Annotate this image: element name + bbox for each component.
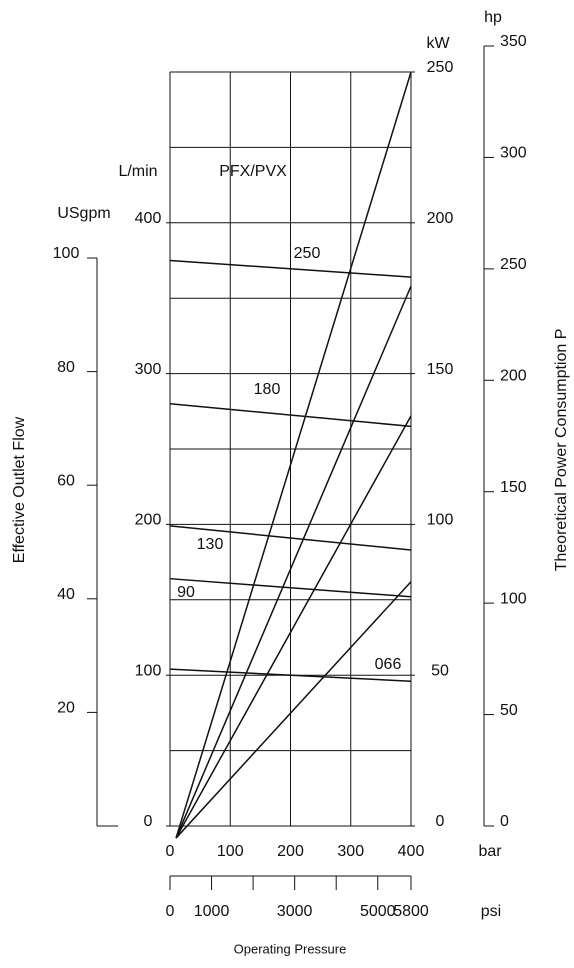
y-tick-label: 400 <box>135 210 162 227</box>
y3-tick-label: 300 <box>500 145 527 162</box>
data-line <box>169 403 412 428</box>
y3-tick-label: 250 <box>500 256 527 273</box>
y2-unit: kW <box>426 35 450 52</box>
y3-tick-label: 350 <box>500 33 527 50</box>
x-tick-label: 300 <box>337 843 364 860</box>
series-label: 250 <box>294 245 321 262</box>
y-tick-label: 0 <box>144 813 153 830</box>
y2-tick-label: 200 <box>427 210 454 227</box>
y2-tick-label: 250 <box>427 59 454 76</box>
x2-tick-label: 0 <box>166 903 175 920</box>
y4-tick-label: 80 <box>57 359 75 376</box>
y2-tick-label: 100 <box>427 512 454 529</box>
x2-tick-label: 3000 <box>277 903 313 920</box>
y3-tick-label: 150 <box>500 479 527 496</box>
y4-unit: USgpm <box>57 205 110 222</box>
data-line <box>169 577 412 598</box>
x-tick-label: 0 <box>166 843 175 860</box>
x-label: Operating Pressure <box>234 941 347 956</box>
data-line <box>175 415 412 839</box>
y-tick-label: 100 <box>135 662 162 679</box>
y2-tick-label: 0 <box>436 813 445 830</box>
y-tick-label: 200 <box>135 512 162 529</box>
y4-tick-label: 100 <box>53 245 80 262</box>
x2-tick-label: 5800 <box>393 903 429 920</box>
x-tick-label: 400 <box>398 843 425 860</box>
series-label: 180 <box>254 381 281 398</box>
data-line <box>175 581 412 839</box>
y4-tick-label: 60 <box>57 472 75 489</box>
x2-tick-label: 5000 <box>360 903 396 920</box>
y2-tick-label: 50 <box>431 662 449 679</box>
y-unit: L/min <box>118 163 157 180</box>
y3-tick-label: 200 <box>500 368 527 385</box>
data-line <box>169 525 412 551</box>
data-line <box>175 71 412 839</box>
x-unit: bar <box>478 843 502 860</box>
series-header: PFX/PVX <box>219 163 287 180</box>
y-tick-label: 300 <box>135 361 162 378</box>
data-line <box>175 285 412 839</box>
y4-tick-label: 20 <box>57 700 75 717</box>
y3-tick-label: 0 <box>500 813 509 830</box>
series-label: 066 <box>375 656 402 673</box>
x2-unit: psi <box>481 903 501 920</box>
y4-tick-label: 40 <box>57 586 75 603</box>
y3-unit: hp <box>484 9 502 26</box>
x-tick-label: 100 <box>217 843 244 860</box>
data-line <box>169 668 412 682</box>
x-tick-label: 200 <box>277 843 304 860</box>
y3-tick-label: 100 <box>500 590 527 607</box>
y2-tick-label: 150 <box>427 361 454 378</box>
series-label: 90 <box>177 584 195 601</box>
x2-tick-label: 1000 <box>194 903 230 920</box>
y-label: Effective Outlet Flow <box>11 416 28 563</box>
data-line <box>169 259 412 278</box>
y3-label: Theoretical Power Consumption P <box>553 329 570 572</box>
y3-tick-label: 50 <box>500 702 518 719</box>
series-label: 130 <box>197 536 224 553</box>
